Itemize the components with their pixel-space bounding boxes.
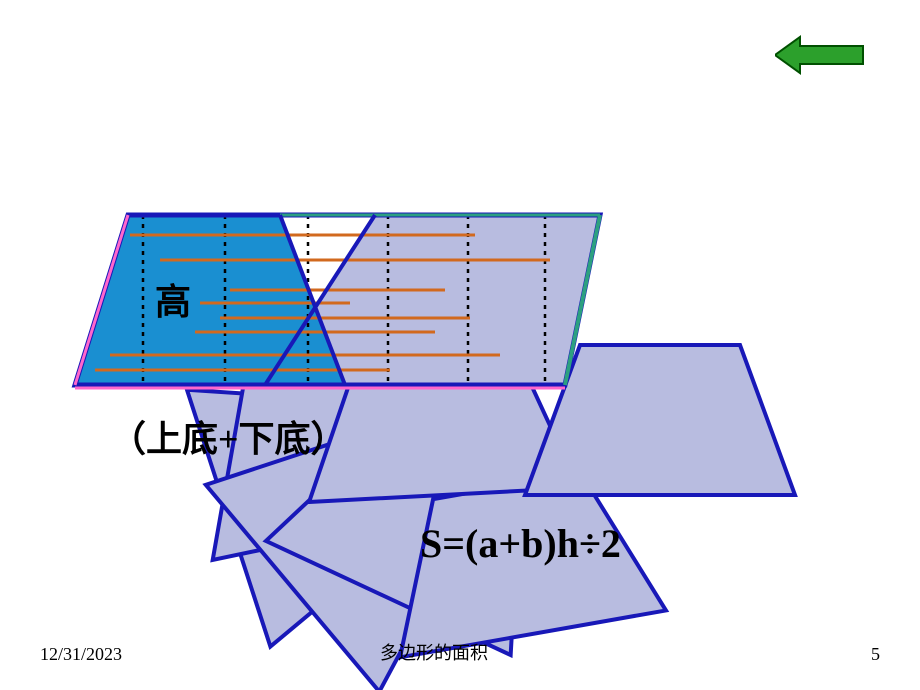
- footer-title: 多边形的面积: [380, 639, 488, 665]
- footer-page: 5: [871, 644, 880, 665]
- label-base: （上底+下底）: [110, 410, 347, 462]
- formula-text: S=(a+b)h÷2: [420, 520, 621, 567]
- label-height: 高: [155, 273, 191, 325]
- footer-date: 12/31/2023: [40, 644, 122, 665]
- main-parallelogram: [75, 215, 600, 388]
- diagram-svg: [0, 0, 920, 690]
